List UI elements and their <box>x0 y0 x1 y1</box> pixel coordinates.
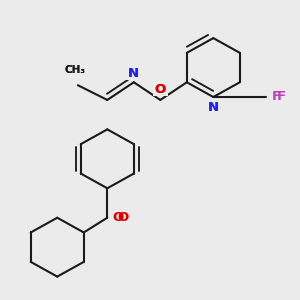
FancyBboxPatch shape <box>206 101 221 114</box>
FancyBboxPatch shape <box>126 67 141 80</box>
FancyBboxPatch shape <box>110 211 125 224</box>
Text: O: O <box>155 83 166 96</box>
Text: N: N <box>128 67 140 80</box>
Text: N: N <box>208 101 219 114</box>
Text: O: O <box>155 83 166 96</box>
Text: O: O <box>112 211 123 224</box>
Text: O: O <box>118 211 129 224</box>
FancyBboxPatch shape <box>269 91 284 103</box>
Text: F: F <box>272 91 281 103</box>
FancyBboxPatch shape <box>153 83 168 96</box>
Text: CH₃: CH₃ <box>64 65 86 75</box>
Text: F: F <box>277 91 286 103</box>
Text: N: N <box>208 101 219 114</box>
Text: N: N <box>128 67 140 80</box>
Text: CH₃: CH₃ <box>64 65 86 75</box>
